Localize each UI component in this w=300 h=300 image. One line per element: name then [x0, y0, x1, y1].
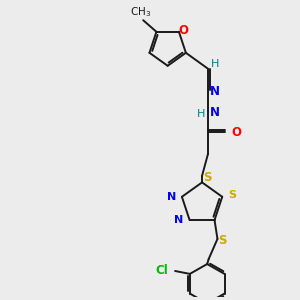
Text: N: N [167, 192, 176, 202]
Text: N: N [175, 215, 184, 225]
Text: N: N [209, 106, 219, 118]
Text: S: S [203, 171, 212, 184]
Text: CH$_3$: CH$_3$ [130, 5, 151, 19]
Text: Cl: Cl [155, 265, 168, 278]
Text: N: N [209, 85, 219, 98]
Text: H: H [211, 58, 220, 68]
Text: S: S [228, 190, 236, 200]
Text: H: H [196, 109, 205, 119]
Text: O: O [232, 126, 242, 139]
Text: O: O [178, 24, 188, 37]
Text: S: S [218, 234, 227, 247]
